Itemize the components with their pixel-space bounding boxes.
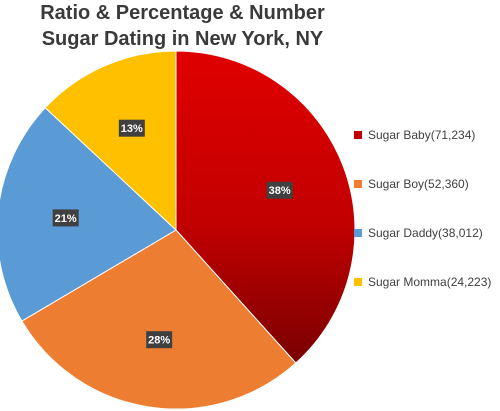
legend-label: Sugar Daddy(38,012) <box>368 226 483 240</box>
data-label-group: 21% <box>52 209 79 227</box>
data-label-group: 38% <box>266 181 293 199</box>
legend-item: Sugar Boy(52,360) <box>354 177 469 191</box>
legend-swatch <box>354 130 362 139</box>
data-label-box <box>266 181 293 199</box>
data-label: 13% <box>121 123 143 135</box>
data-label-box <box>52 209 79 227</box>
data-label-box <box>146 331 173 349</box>
legend-swatch <box>354 277 362 286</box>
pie-slice-sugar-daddy <box>0 107 177 322</box>
pie-slice-sugar-momma <box>44 50 177 232</box>
legend-swatch <box>354 228 362 237</box>
data-label-box <box>118 119 145 137</box>
legend-label: Sugar Momma(24,223) <box>368 275 492 289</box>
data-label-group: 28% <box>146 331 173 349</box>
data-label: 38% <box>269 185 291 197</box>
legend-swatch <box>354 179 362 188</box>
legend-label: Sugar Boy(52,360) <box>368 177 469 191</box>
legend-item: Sugar Baby(71,234) <box>354 128 475 142</box>
data-label-group: 13% <box>118 119 145 137</box>
legend-item: Sugar Daddy(38,012) <box>354 226 483 240</box>
pie-slice-sugar-boy <box>21 229 297 410</box>
legend-item: Sugar Momma(24,223) <box>354 275 491 289</box>
data-label: 28% <box>148 335 170 347</box>
chart-title-block: Ratio & Percentage & Number Sugar Dating… <box>0 0 365 52</box>
chart-subtitle: Sugar Dating in New York, NY <box>41 28 324 50</box>
pie-slice-sugar-baby <box>175 50 356 364</box>
legend-label: Sugar Baby(71,234) <box>368 128 476 142</box>
chart-title: Ratio & Percentage & Number <box>40 2 325 24</box>
data-label: 21% <box>55 213 77 225</box>
